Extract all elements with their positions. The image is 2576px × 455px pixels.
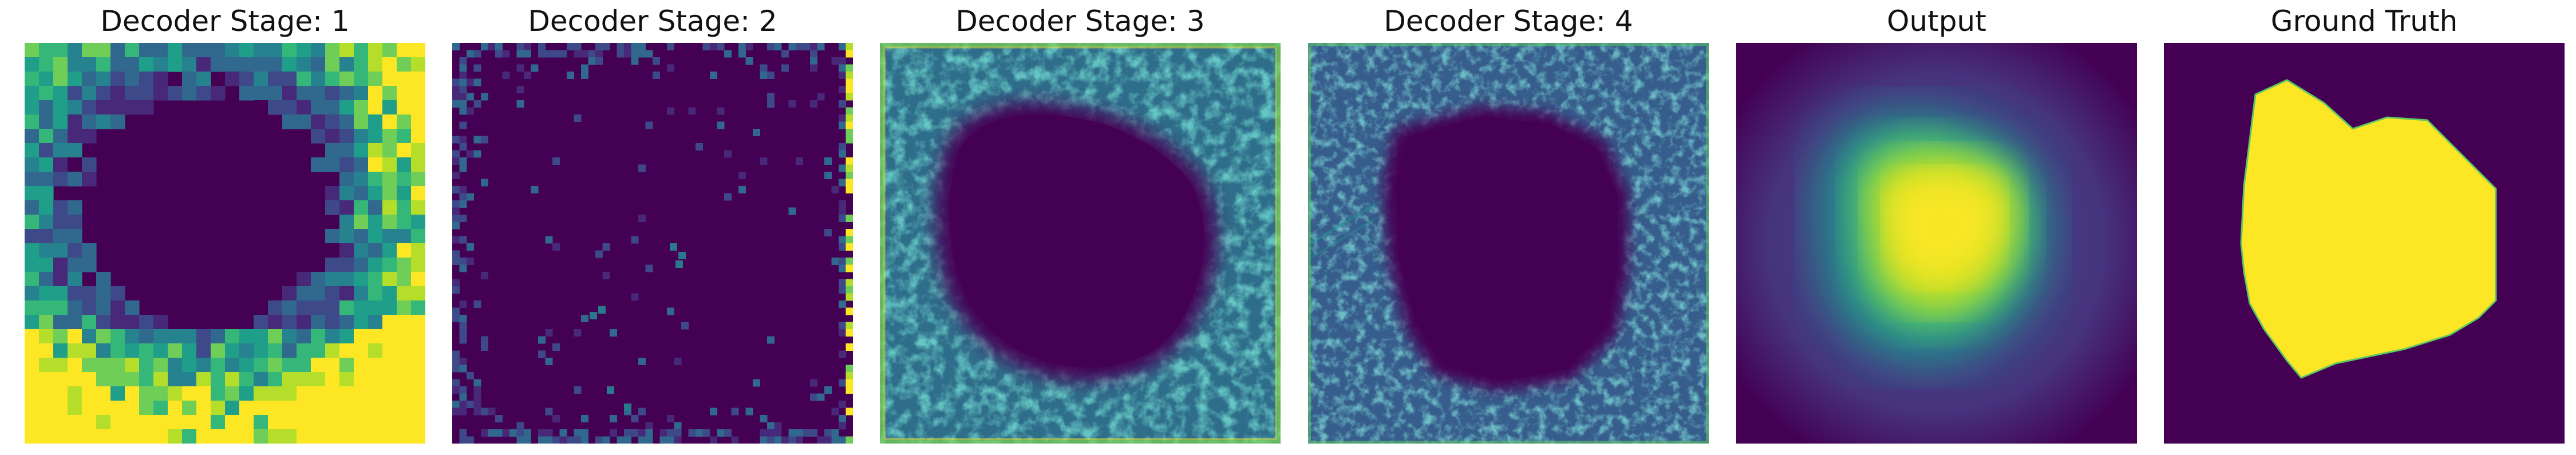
panel-title: Decoder Stage: 3 — [955, 5, 1205, 38]
decoder-stage-4-heatmap — [1308, 43, 1709, 444]
panel-title: Decoder Stage: 1 — [100, 5, 350, 38]
decoder-stage-1-heatmap — [25, 43, 425, 444]
decoder-stage-3-heatmap — [880, 43, 1281, 444]
panel-title: Ground Truth — [2270, 5, 2458, 38]
decoder-stage-2-heatmap — [452, 43, 853, 444]
panel-output: Output — [1735, 0, 2139, 455]
panel-decoder-stage-4: Decoder Stage: 4 — [1306, 0, 1710, 455]
panel-title: Output — [1887, 5, 1986, 38]
panel-title: Decoder Stage: 4 — [1384, 5, 1633, 38]
panel-title: Decoder Stage: 2 — [528, 5, 777, 38]
panel-decoder-stage-3: Decoder Stage: 3 — [878, 0, 1282, 455]
output-probability-map — [1736, 43, 2137, 444]
panel-ground-truth: Ground Truth — [2162, 0, 2566, 455]
panel-decoder-stage-1: Decoder Stage: 1 — [23, 0, 427, 455]
ground-truth-mask — [2164, 43, 2565, 444]
panel-decoder-stage-2: Decoder Stage: 2 — [451, 0, 855, 455]
